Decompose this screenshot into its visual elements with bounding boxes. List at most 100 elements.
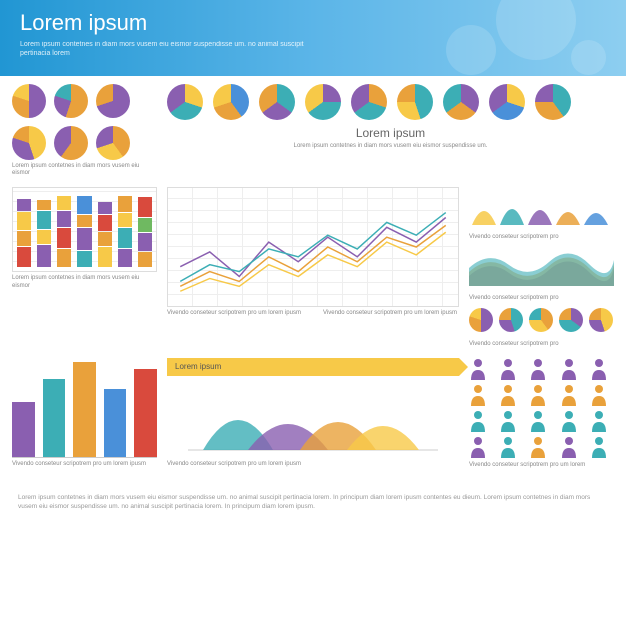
pie-chart (397, 84, 433, 120)
person (499, 410, 517, 432)
big-bar (104, 389, 127, 457)
person-icon (590, 358, 608, 380)
person (499, 384, 517, 406)
person-icon (469, 410, 487, 432)
bar-segment (77, 215, 91, 227)
person (499, 436, 517, 458)
line-series (180, 213, 446, 282)
bar-column (17, 199, 31, 267)
bar-segment (77, 251, 91, 267)
person-icon (590, 410, 608, 432)
person-icon (590, 436, 608, 458)
mini-caption-2: Vivendo conseteur scripotrem pro (469, 295, 614, 302)
bump (584, 213, 608, 225)
person (469, 410, 487, 432)
page-subtitle: Lorem ipsum contetnes in diam mors vusem… (20, 40, 320, 58)
person (469, 358, 487, 380)
person (590, 410, 608, 432)
bar-column (138, 197, 152, 267)
bump (500, 209, 524, 225)
bump (528, 210, 552, 225)
pie-chart (559, 308, 583, 332)
person-icon (469, 384, 487, 406)
pie-chart (489, 84, 525, 120)
footer-text: Lorem ipsum contetnes in diam mors vusem… (18, 493, 608, 511)
people-panel: Vivendo conseteur scripotrem pro um lore… (469, 358, 614, 469)
person (560, 410, 578, 432)
pie-chart (54, 126, 88, 160)
bar-segment (138, 252, 152, 267)
pie-row-right: Lorem ipsum Lorem ipsum contetnes in dia… (167, 84, 614, 177)
pie-chart (12, 84, 46, 118)
pie-chart (535, 84, 571, 120)
bar-segment (37, 245, 51, 267)
person-icon (590, 384, 608, 406)
bar-segment (118, 196, 132, 212)
bar-segment (17, 199, 31, 211)
pie-chart (96, 126, 130, 160)
person (499, 358, 517, 380)
bar-column (77, 196, 91, 267)
big-bar (12, 402, 35, 457)
bar-segment (37, 211, 51, 229)
bar-segment (138, 218, 152, 232)
stacked-bars-panel: Lorem ipsum contetnes in diam mors vusem… (12, 187, 157, 348)
header: Lorem ipsum Lorem ipsum contetnes in dia… (0, 0, 626, 76)
row-pies: Lorem ipsum contetnes in diam mors vusem… (12, 84, 614, 177)
line-caption-left: Vivendo conseteur scripotrem pro um lore… (167, 310, 303, 317)
person (560, 384, 578, 406)
big-bar (73, 362, 96, 457)
bump (556, 212, 580, 225)
person-icon (499, 410, 517, 432)
person-icon (499, 358, 517, 380)
line-series (180, 233, 446, 292)
bar-segment (57, 228, 71, 248)
pie-chart (259, 84, 295, 120)
mini-charts-panel: Vivendo conseteur scripotrem pro Vivendo… (469, 187, 614, 348)
pies-right-caption: Lorem ipsum contetnes in diam mors vusem… (167, 143, 614, 150)
person-icon (560, 410, 578, 432)
wave-layer (469, 253, 614, 286)
density-caption: Vivendo conseteur scripotrem pro um lore… (167, 461, 459, 468)
bar-segment (57, 196, 71, 210)
bumps-chart (469, 187, 614, 225)
person-icon (469, 358, 487, 380)
bar-segment (98, 202, 112, 214)
person (529, 436, 547, 458)
row-bottom: Vivendo conseteur scripotrem pro um lore… (12, 358, 614, 469)
pie-chart (213, 84, 249, 120)
wave-chart (469, 248, 614, 286)
line-series (180, 226, 446, 287)
density-curve (347, 426, 419, 450)
bar-segment (17, 247, 31, 267)
bar-segment (17, 212, 31, 230)
person (529, 410, 547, 432)
bar-segment (37, 230, 51, 244)
pie-chart (469, 308, 493, 332)
mini-caption-3: Vivendo conseteur scripotrem pro (469, 341, 614, 348)
pie-chart (96, 84, 130, 118)
person-icon (469, 436, 487, 458)
pie-chart (443, 84, 479, 120)
bigbars-caption: Vivendo conseteur scripotrem pro um lore… (12, 461, 157, 468)
big-bar (134, 369, 157, 457)
person (590, 436, 608, 458)
mini-pies (469, 308, 614, 332)
pie-chart (12, 126, 46, 160)
big-bars-panel: Vivendo conseteur scripotrem pro um lore… (12, 358, 157, 469)
density-panel: Lorem ipsum Vivendo conseteur scripotrem… (167, 358, 459, 469)
pie-chart (589, 308, 613, 332)
person-icon (529, 358, 547, 380)
bar-segment (98, 247, 112, 267)
person (590, 384, 608, 406)
person-icon (529, 410, 547, 432)
pie-chart (305, 84, 341, 120)
pie-left-caption: Lorem ipsum contetnes in diam mors vusem… (12, 163, 157, 177)
person-icon (560, 384, 578, 406)
person (469, 384, 487, 406)
footer: Lorem ipsum contetnes in diam mors vusem… (0, 487, 626, 517)
person (529, 358, 547, 380)
pie-chart (529, 308, 553, 332)
row-charts: Lorem ipsum contetnes in diam mors vusem… (12, 187, 614, 348)
person (469, 436, 487, 458)
